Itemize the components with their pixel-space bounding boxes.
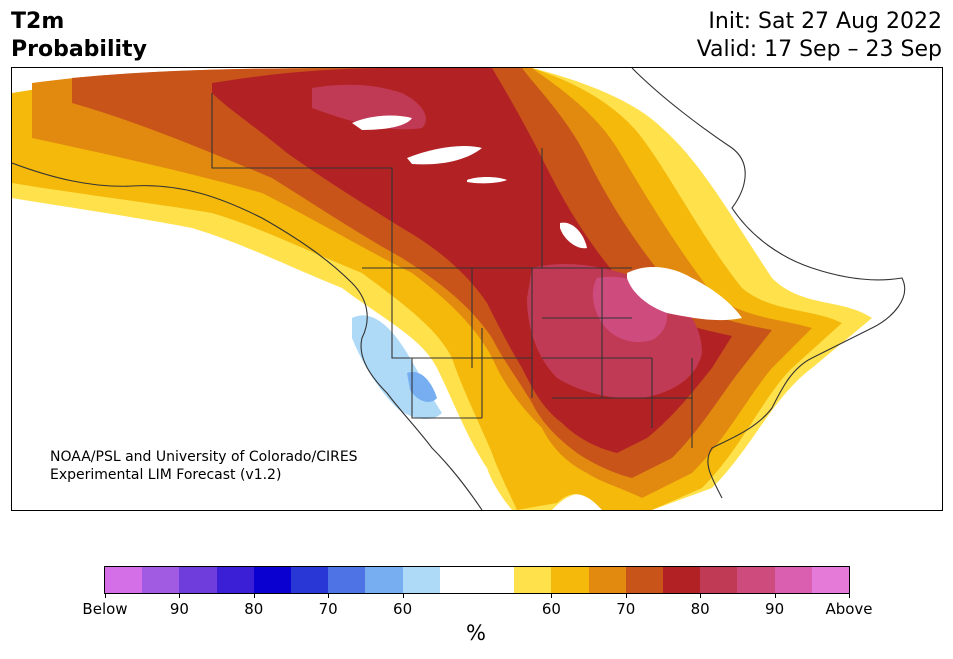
colorbar-tick-label: Below (82, 600, 128, 618)
colorbar-cell (216, 567, 254, 593)
colorbar-cell (737, 567, 775, 593)
credit-line-2: Experimental LIM Forecast (v1.2) (50, 467, 282, 483)
map-svg (12, 68, 942, 510)
colorbar-tick-label: Above (825, 600, 873, 618)
colorbar-units: % (466, 621, 486, 645)
colorbar-cell (625, 567, 664, 593)
political-boundaries (12, 68, 906, 510)
colorbar-cell (328, 567, 366, 593)
colorbar-cell (774, 567, 812, 593)
colorbar-cell (551, 567, 589, 593)
valid-range: Valid: 17 Sep – 23 Sep (696, 37, 942, 62)
map-credit: NOAA/PSL and University of Colorado/CIRE… (50, 448, 358, 484)
colorbar-cell (588, 567, 626, 593)
forecast-dates: Init: Sat 27 Aug 2022 Valid: 17 Sep – 23… (697, 8, 942, 64)
colorbar-tick-mark (253, 593, 255, 598)
colorbar-tick-mark (700, 593, 702, 598)
colorbar-tick-label: 60 (541, 600, 561, 618)
colorbar-cell (811, 567, 850, 593)
colorbar-cell (105, 567, 143, 593)
colorbar-cell (700, 567, 738, 593)
colorbar-tick-mark (774, 593, 776, 598)
colorbar-tick-mark (328, 593, 330, 598)
probability-map: NOAA/PSL and University of Colorado/CIRE… (11, 67, 943, 511)
colorbar-tick-label: 70 (616, 600, 636, 618)
colorbar-tick-mark (105, 593, 106, 598)
colorbar-tick-label: 60 (393, 600, 413, 618)
colorbar-cell (439, 567, 478, 593)
colorbar-tick-mark (179, 593, 181, 598)
probability-contours (12, 68, 872, 510)
colorbar-tick-label: 70 (318, 600, 338, 618)
colorbar-cell (663, 567, 701, 593)
colorbar-cell (477, 567, 515, 593)
colorbar-cell (402, 567, 440, 593)
lakes (352, 115, 742, 321)
title-line-2: Probability (11, 37, 147, 62)
colorbar-tick-mark (625, 593, 627, 598)
colorbar-cell (291, 567, 329, 593)
colorbar-cell (179, 567, 217, 593)
title-line-1: T2m (11, 9, 65, 34)
map-title: T2m Probability (11, 8, 147, 64)
colorbar-tick-mark (849, 593, 850, 598)
colorbar-tick-label: 80 (244, 600, 264, 618)
colorbar-cell (253, 567, 292, 593)
colorbar-tick-mark (402, 593, 404, 598)
colorbar-tick-label: 90 (765, 600, 785, 618)
colorbar-cell (142, 567, 180, 593)
colorbar-tick-label: 90 (169, 600, 189, 618)
colorbar-tick-label: 80 (690, 600, 710, 618)
colorbar-tick-mark (551, 593, 553, 598)
colorbar-cell (365, 567, 403, 593)
credit-line-1: NOAA/PSL and University of Colorado/CIRE… (50, 449, 358, 465)
colorbar-cell (514, 567, 552, 593)
probability-colorbar (104, 566, 850, 594)
init-date: Init: Sat 27 Aug 2022 (708, 9, 942, 34)
